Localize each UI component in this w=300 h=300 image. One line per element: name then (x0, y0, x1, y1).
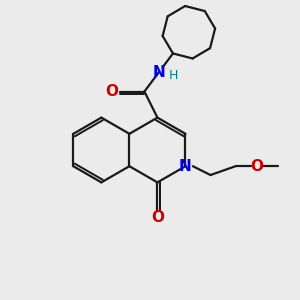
Text: H: H (168, 69, 178, 82)
Text: O: O (151, 210, 164, 225)
Text: N: N (153, 64, 165, 80)
Text: O: O (106, 84, 118, 99)
Text: N: N (179, 159, 192, 174)
Text: O: O (250, 159, 263, 174)
